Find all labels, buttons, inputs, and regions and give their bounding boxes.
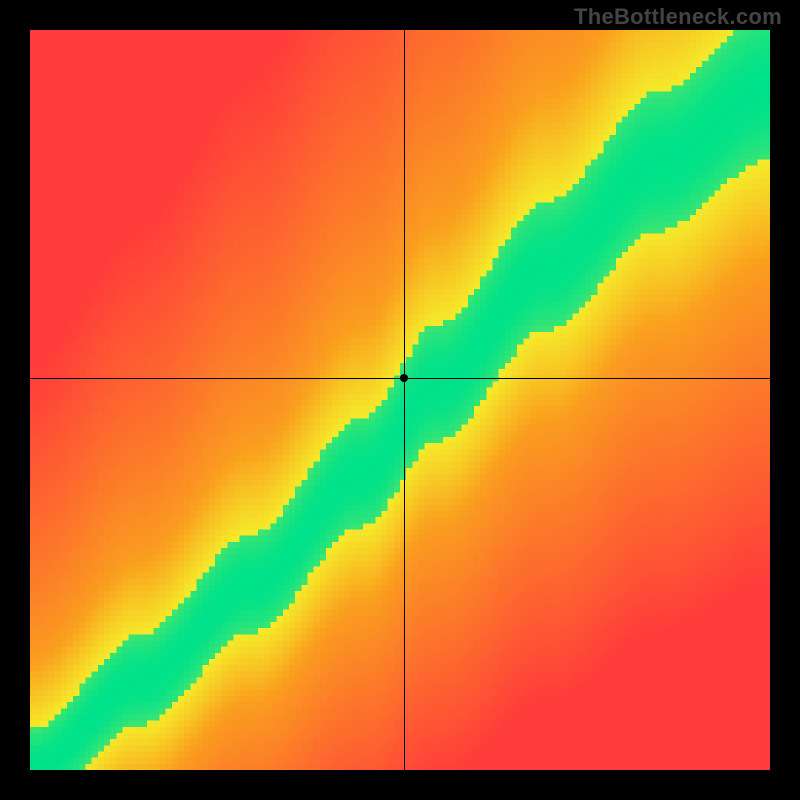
plot-frame (30, 30, 770, 770)
bottleneck-heatmap (30, 30, 770, 770)
crosshair-vertical (404, 30, 405, 770)
watermark-text: TheBottleneck.com (574, 4, 782, 30)
crosshair-marker-dot (400, 374, 408, 382)
